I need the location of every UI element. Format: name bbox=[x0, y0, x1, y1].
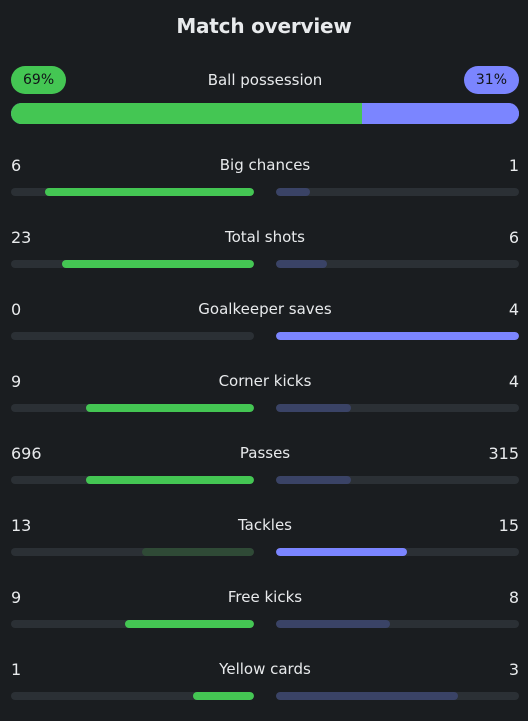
away-bar-fill bbox=[276, 620, 391, 628]
away-possession-segment bbox=[361, 103, 519, 124]
home-bar-track bbox=[11, 188, 254, 196]
stat-row-big-chances: 6 Big chances 1 bbox=[11, 152, 519, 224]
stat-header: 23 Total shots 6 bbox=[11, 224, 519, 252]
away-value: 15 bbox=[498, 516, 519, 535]
stat-row-free-kicks: 9 Free kicks 8 bbox=[11, 584, 519, 656]
stat-bars bbox=[11, 548, 519, 556]
stat-label: Tackles bbox=[237, 516, 293, 534]
away-bar-track bbox=[276, 332, 519, 340]
home-bar-fill bbox=[125, 620, 254, 628]
home-value: 0 bbox=[11, 300, 22, 319]
ball-possession-block: 69% Ball possession 31% bbox=[11, 66, 519, 124]
home-bar-fill bbox=[86, 476, 254, 484]
home-bar-fill bbox=[142, 548, 254, 556]
away-bar-fill bbox=[276, 188, 311, 196]
panel-title: Match overview bbox=[176, 14, 352, 38]
home-possession-segment bbox=[11, 103, 362, 124]
away-bar-track bbox=[276, 260, 519, 268]
home-bar-track bbox=[11, 332, 254, 340]
away-bar-fill bbox=[276, 332, 519, 340]
stat-label: Goalkeeper saves bbox=[198, 300, 332, 318]
stats-list: 6 Big chances 1 23 Total shots 6 0 Goalkeeper s… bbox=[11, 152, 519, 721]
home-value: 9 bbox=[11, 588, 22, 607]
stat-header: 9 Free kicks 8 bbox=[11, 584, 519, 612]
stat-header: 6 Big chances 1 bbox=[11, 152, 519, 180]
stat-bars bbox=[11, 692, 519, 700]
stat-header: 9 Corner kicks 4 bbox=[11, 368, 519, 396]
away-value: 1 bbox=[508, 156, 519, 175]
home-value: 23 bbox=[11, 228, 32, 247]
away-value: 315 bbox=[488, 444, 519, 463]
away-bar-fill bbox=[276, 476, 352, 484]
stat-row-total-shots: 23 Total shots 6 bbox=[11, 224, 519, 296]
away-bar-track bbox=[276, 692, 519, 700]
stat-header: 1 Yellow cards 3 bbox=[11, 656, 519, 684]
home-value: 13 bbox=[11, 516, 32, 535]
stat-header: 13 Tackles 15 bbox=[11, 512, 519, 540]
home-bar-track bbox=[11, 692, 254, 700]
stat-label: Free kicks bbox=[227, 588, 303, 606]
stat-row-yellow-cards: 1 Yellow cards 3 bbox=[11, 656, 519, 721]
away-bar-track bbox=[276, 476, 519, 484]
home-bar-fill bbox=[193, 692, 254, 700]
away-value: 4 bbox=[508, 300, 519, 319]
home-bar-track bbox=[11, 404, 254, 412]
home-value: 696 bbox=[11, 444, 42, 463]
stat-header: 696 Passes 315 bbox=[11, 440, 519, 468]
away-value: 3 bbox=[508, 660, 519, 679]
away-value: 4 bbox=[508, 372, 519, 391]
home-bar-fill bbox=[45, 188, 254, 196]
stat-bars bbox=[11, 188, 519, 196]
stat-label: Big chances bbox=[219, 156, 311, 174]
away-bar-fill bbox=[276, 548, 408, 556]
away-value: 8 bbox=[508, 588, 519, 607]
stat-row-corner-kicks: 9 Corner kicks 4 bbox=[11, 368, 519, 440]
home-bar-track bbox=[11, 548, 254, 556]
home-value: 9 bbox=[11, 372, 22, 391]
stat-bars bbox=[11, 404, 519, 412]
stat-bars bbox=[11, 620, 519, 628]
home-bar-fill bbox=[62, 260, 254, 268]
home-bar-track bbox=[11, 620, 254, 628]
stat-label: Total shots bbox=[225, 228, 305, 246]
away-bar-fill bbox=[276, 692, 459, 700]
home-possession-pill: 69% bbox=[11, 66, 67, 94]
home-bar-track bbox=[11, 260, 254, 268]
home-bar-track bbox=[11, 476, 254, 484]
stat-bars bbox=[11, 260, 519, 268]
home-bar-fill bbox=[86, 404, 254, 412]
possession-bar bbox=[11, 103, 519, 124]
away-value: 6 bbox=[508, 228, 519, 247]
home-value: 6 bbox=[11, 156, 22, 175]
stat-label: Yellow cards bbox=[219, 660, 311, 678]
ball-possession-label: Ball possession bbox=[207, 71, 323, 89]
stat-row-goalkeeper-saves: 0 Goalkeeper saves 4 bbox=[11, 296, 519, 368]
stat-row-tackles: 13 Tackles 15 bbox=[11, 512, 519, 584]
away-bar-fill bbox=[276, 260, 328, 268]
stat-label: Corner kicks bbox=[218, 372, 312, 390]
home-value: 1 bbox=[11, 660, 22, 679]
away-bar-track bbox=[276, 620, 519, 628]
stat-row-passes: 696 Passes 315 bbox=[11, 440, 519, 512]
away-bar-track bbox=[276, 548, 519, 556]
stat-bars bbox=[11, 476, 519, 484]
away-bar-track bbox=[276, 404, 519, 412]
ball-possession-header: 69% Ball possession 31% bbox=[11, 66, 519, 94]
stat-header: 0 Goalkeeper saves 4 bbox=[11, 296, 519, 324]
away-bar-fill bbox=[276, 404, 352, 412]
stat-bars bbox=[11, 332, 519, 340]
stat-label: Passes bbox=[239, 444, 291, 462]
away-possession-pill: 31% bbox=[463, 66, 519, 94]
away-bar-track bbox=[276, 188, 519, 196]
